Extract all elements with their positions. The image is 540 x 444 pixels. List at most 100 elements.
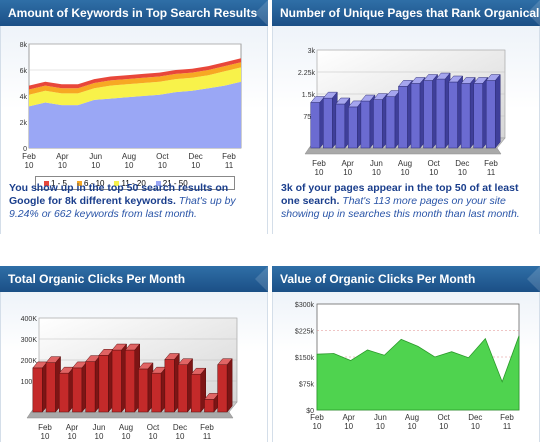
x-tick-label: Oct 10: [427, 159, 440, 177]
bar: [323, 97, 333, 149]
y-tick-label: 8k: [20, 42, 28, 49]
chart-floor-edge: [304, 147, 502, 155]
bar: [448, 81, 458, 149]
legend-swatch: [44, 181, 49, 187]
pages-bar-chart: 07501.5k2.25k3kFeb10Apr10Jun10Aug10Oct10…: [298, 48, 506, 177]
x-tick-label: Aug 10: [122, 152, 136, 170]
x-tick-label: Oct 10: [437, 413, 450, 431]
bar: [473, 83, 483, 149]
y-tick-label: 400K: [21, 316, 38, 323]
bar: [151, 372, 162, 413]
y-tick-label: $300k: [295, 302, 315, 309]
panel-unique-pages: Number of Unique Pages that Rank Organic…: [272, 0, 540, 234]
bar: [460, 83, 471, 149]
y-tick-label: 4k: [20, 94, 28, 101]
x-tick-label: Apr 10: [56, 152, 69, 170]
bar: [485, 80, 496, 149]
panel-title: Amount of Keywords in Top Search Results: [0, 0, 268, 26]
panel-body: 0 2k 4k 6k 8k Feb 10 Apr 10 Jun 10 Aug 10 Oct 10 Dec 10 F…: [0, 26, 268, 234]
x-tick-label: Apr 10: [341, 159, 354, 177]
x-tick-label: Feb 10: [310, 413, 324, 431]
keywords-area-chart: 0 2k 4k 6k 8k Feb 10 Apr 10 Jun 10 Aug 10 Oct 10 Dec 10 F…: [20, 42, 242, 170]
x-tick-label: Apr 10: [342, 413, 355, 431]
panel-body: 0100K200K300K400KFeb10Apr10Jun10Aug10Oct…: [0, 292, 268, 442]
legend-label: 11 - 20: [121, 179, 146, 188]
desc-bold: 3k of your pages appear in the top 50 of…: [281, 182, 519, 207]
panel-title: Value of Organic Clicks Per Month: [272, 266, 540, 292]
bar: [177, 364, 188, 413]
bar: [164, 359, 175, 413]
panel-click-value: Value of Organic Clicks Per Month $0 $75k…: [272, 266, 540, 442]
x-tick-label: Dec 10: [468, 413, 482, 431]
desc-italic: That's up by 9.24% or 662 keywords from …: [9, 195, 236, 220]
bar: [435, 78, 446, 149]
value-area-chart: $0 $75k $150k $225k $300k Feb 10 Apr 10 Jun 10 Aug 1…: [295, 302, 520, 431]
bar-side: [494, 73, 501, 149]
y-tick-label: 300K: [21, 337, 38, 344]
x-tick-label: Aug 10: [405, 413, 419, 431]
x-tick-label: Jun 10: [374, 413, 387, 431]
y-tick-label: 750: [303, 114, 315, 121]
panel-description: 3k of your pages appear in the top 50 of…: [281, 182, 533, 221]
bar: [138, 368, 149, 413]
bar: [398, 86, 408, 149]
area-series-2: [29, 67, 241, 107]
x-tick-label: Oct 10: [156, 152, 169, 170]
legend-swatch: [114, 181, 120, 187]
y-tick-label: $75k: [299, 382, 315, 389]
x-tick-label: Dec 10: [455, 159, 469, 177]
y-tick-label: 3k: [308, 48, 316, 55]
legend-swatch: [155, 181, 161, 187]
bar: [373, 99, 383, 149]
desc-italic: That's 113 more pages on your site showi…: [281, 195, 520, 220]
bar: [360, 100, 371, 149]
x-tick-label: Feb 11: [200, 423, 214, 441]
x-tick-label: Jun 10: [93, 423, 106, 441]
bar-side: [226, 358, 233, 413]
x-tick-label: Aug 10: [119, 423, 133, 441]
bar: [410, 83, 421, 149]
y-tick-label: 2.25k: [298, 70, 316, 77]
x-tick-label: Feb 11: [484, 159, 498, 177]
area-series-3: [29, 62, 241, 95]
panel-body: 07501.5k2.25k3kFeb10Apr10Jun10Aug10Oct10…: [272, 26, 540, 234]
x-tick-label: Feb 10: [22, 152, 36, 170]
bar: [348, 106, 358, 149]
legend-label: 6 - 10: [84, 179, 105, 188]
bar: [72, 367, 83, 413]
bar: [58, 372, 70, 413]
panel-title: Total Organic Clicks Per Month: [0, 266, 268, 292]
panel-title: Number of Unique Pages that Rank Organic…: [272, 0, 540, 26]
x-tick-label: Dec 10: [173, 423, 187, 441]
bar: [310, 102, 321, 149]
panel-description: You show up in the top 50 search results…: [9, 182, 261, 221]
x-tick-label: Aug 10: [398, 159, 412, 177]
clicks-bar-chart: 0100K200K300K400KFeb10Apr10Jun10Aug10Oct…: [21, 316, 238, 441]
x-tick-label: Jun 10: [89, 152, 102, 170]
panel-organic-clicks: Total Organic Clicks Per Month 0100K200K…: [0, 266, 268, 442]
x-tick-label: Feb 10: [38, 423, 52, 441]
x-tick-label: Feb 11: [222, 152, 236, 170]
legend-swatch: [77, 181, 83, 187]
y-tick-label: 6k: [20, 68, 28, 75]
bar: [204, 399, 215, 413]
bar: [85, 361, 96, 413]
area-series-1: [29, 81, 241, 148]
legend-label: 1 - 5: [51, 179, 68, 188]
y-tick-label: 200K: [21, 358, 38, 365]
x-tick-label: Jun 10: [370, 159, 383, 177]
bar: [98, 355, 109, 413]
bar: [190, 373, 202, 413]
x-tick-label: Feb 10: [312, 159, 326, 177]
y-tick-label: $225k: [295, 329, 315, 336]
x-tick-label: Oct 10: [147, 423, 160, 441]
area-series-value: [316, 335, 520, 411]
y-tick-label: 1.5k: [302, 92, 316, 99]
y-tick-label: $150k: [295, 355, 315, 362]
bar: [423, 80, 433, 149]
desc-bold: You show up in the top 50 search results…: [9, 182, 229, 207]
bar: [45, 362, 56, 413]
y-tick-label: 2k: [20, 120, 28, 127]
bar: [385, 96, 396, 149]
panel-body: $0 $75k $150k $225k $300k Feb 10 Apr 10 Jun 10 Aug 1…: [272, 292, 540, 442]
